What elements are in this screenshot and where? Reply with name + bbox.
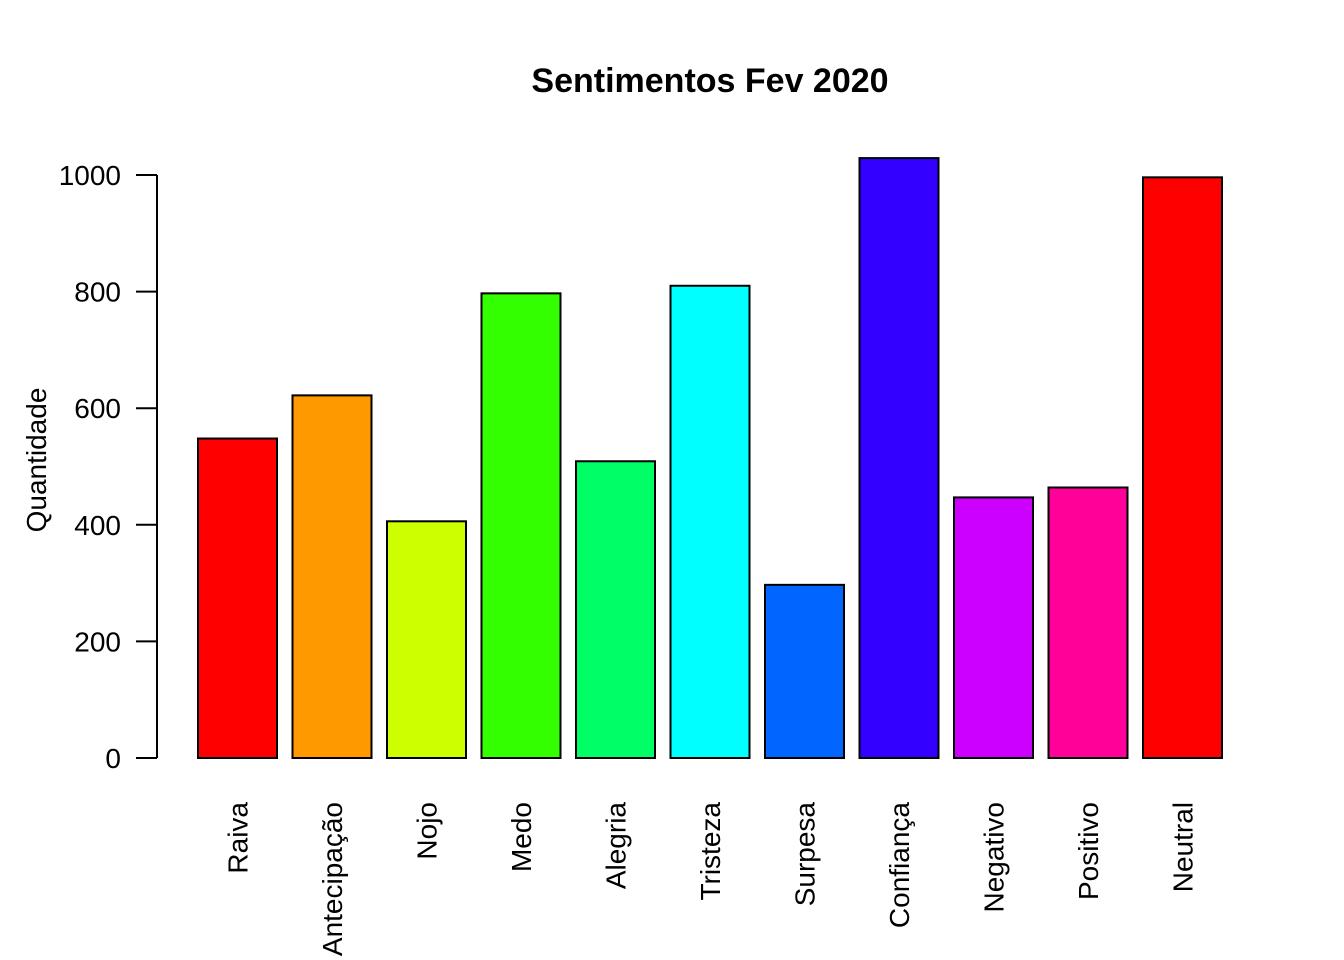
y-tick-label: 400 [74, 510, 121, 541]
x-tick-label: Raiva [223, 802, 254, 874]
bar-neutral [1142, 176, 1223, 760]
y-tick-label: 0 [105, 743, 121, 774]
bar-medo [480, 292, 562, 759]
x-tick-label: Medo [506, 802, 537, 872]
bar-tristeza [669, 284, 751, 759]
x-tick-label: Antecipação [317, 802, 348, 956]
bar-antecipação [291, 394, 373, 759]
x-tick-label: Tristeza [695, 802, 726, 901]
bar-nojo [386, 520, 467, 759]
y-tick-label: 800 [74, 277, 121, 308]
x-tick-label: Neutral [1168, 802, 1199, 892]
bar-surpesa [764, 583, 845, 759]
y-tick-label: 1000 [59, 160, 121, 191]
bar-positivo [1047, 486, 1129, 759]
bar-raiva [197, 437, 278, 759]
bar-negativo [953, 496, 1034, 759]
x-tick-label: Nojo [412, 802, 443, 860]
y-tick-label: 200 [74, 626, 121, 657]
bar-alegria [575, 460, 656, 759]
chart-title: Sentimentos Fev 2020 [531, 62, 888, 100]
x-tick-label: Alegria [601, 802, 632, 890]
x-tick-label: Confiança [884, 802, 915, 929]
x-tick-label: Surpesa [790, 802, 821, 907]
bar-confiança [858, 157, 940, 759]
x-tick-label: Positivo [1073, 802, 1104, 900]
y-tick-label: 600 [74, 393, 121, 424]
x-axis-labels: Raiva Antecipação Nojo Medo Alegria Tristeza S… [223, 802, 1199, 957]
x-tick-label: Negativo [979, 802, 1010, 913]
bars [197, 157, 1223, 760]
y-axis: 0 200 400 600 800 1000 [59, 160, 158, 774]
y-axis-label: Quantidade [21, 388, 52, 533]
